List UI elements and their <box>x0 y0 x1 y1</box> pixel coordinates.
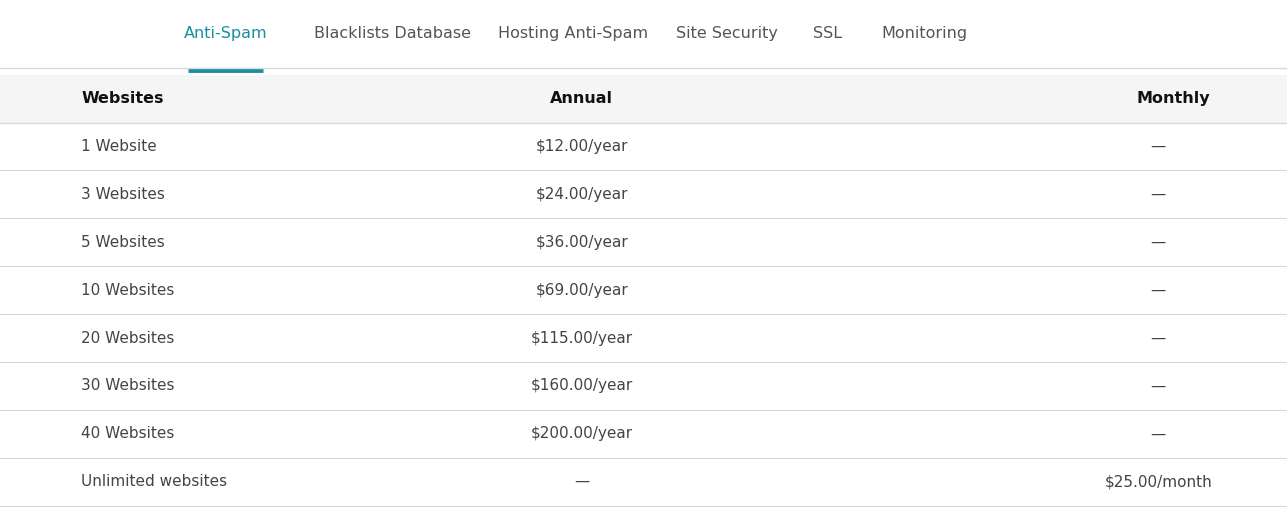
Text: $160.00/year: $160.00/year <box>530 379 633 393</box>
Text: 3 Websites: 3 Websites <box>81 187 165 202</box>
Text: —: — <box>1151 235 1166 250</box>
Text: —: — <box>1151 426 1166 441</box>
Text: $36.00/year: $36.00/year <box>535 235 628 250</box>
Text: —: — <box>1151 379 1166 393</box>
Text: —: — <box>1151 187 1166 202</box>
Text: —: — <box>1151 139 1166 154</box>
Text: —: — <box>1151 331 1166 346</box>
Text: Annual: Annual <box>551 91 613 106</box>
Text: SSL: SSL <box>813 26 842 41</box>
Text: Monitoring: Monitoring <box>882 26 967 41</box>
Bar <box>0 75 1287 123</box>
Text: 30 Websites: 30 Websites <box>81 379 175 393</box>
Text: 10 Websites: 10 Websites <box>81 283 175 298</box>
Text: $12.00/year: $12.00/year <box>535 139 628 154</box>
Text: Monthly: Monthly <box>1136 91 1210 106</box>
Text: Blacklists Database: Blacklists Database <box>314 26 471 41</box>
Text: $200.00/year: $200.00/year <box>530 426 633 441</box>
Text: —: — <box>574 474 589 489</box>
Text: $69.00/year: $69.00/year <box>535 283 628 298</box>
Text: $115.00/year: $115.00/year <box>530 331 633 346</box>
Text: Site Security: Site Security <box>676 26 779 41</box>
Text: 5 Websites: 5 Websites <box>81 235 165 250</box>
Text: Unlimited websites: Unlimited websites <box>81 474 228 489</box>
Text: Anti-Spam: Anti-Spam <box>184 26 266 41</box>
Text: 40 Websites: 40 Websites <box>81 426 175 441</box>
Text: Hosting Anti-Spam: Hosting Anti-Spam <box>498 26 647 41</box>
Text: $24.00/year: $24.00/year <box>535 187 628 202</box>
Text: 20 Websites: 20 Websites <box>81 331 175 346</box>
Text: Websites: Websites <box>81 91 163 106</box>
Text: $25.00/month: $25.00/month <box>1104 474 1212 489</box>
Text: 1 Website: 1 Website <box>81 139 157 154</box>
Text: —: — <box>1151 283 1166 298</box>
